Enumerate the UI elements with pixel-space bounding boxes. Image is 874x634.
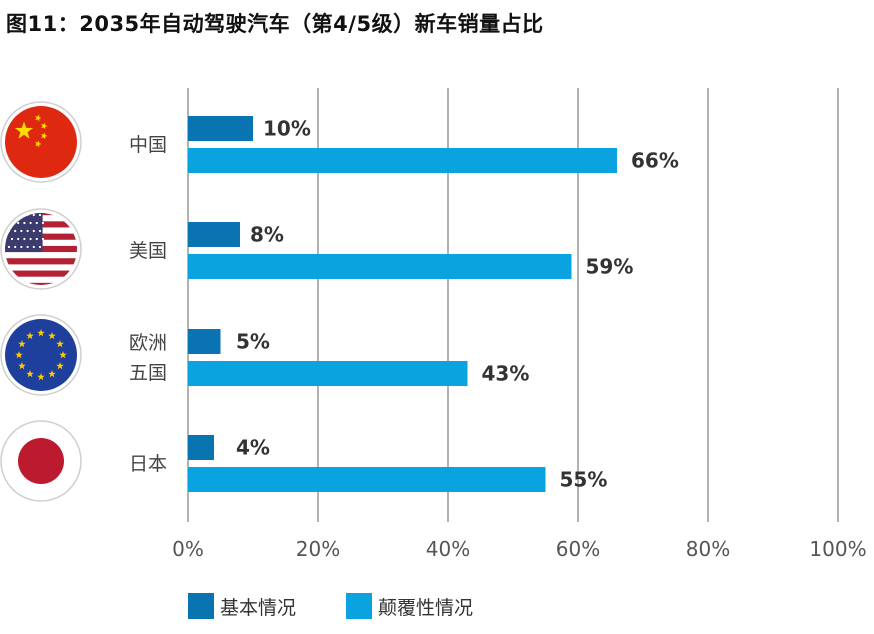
bar-base [188,116,253,141]
flag-star [18,340,26,348]
bar-disruptive [188,148,617,173]
flag-star [32,229,35,233]
x-tick-label: 80% [686,537,730,561]
flag-inner [5,319,77,391]
category-label: 美国 [129,240,167,262]
flag-star [26,245,29,249]
flag-star [38,213,42,217]
data-label: 66% [631,149,679,173]
flag-stripe [5,270,77,277]
flag-inner [5,213,77,285]
flag-star [38,229,42,233]
flag-inner [5,106,77,178]
bar-base [188,329,221,354]
data-label: 55% [560,468,608,492]
flag-star [26,331,34,340]
flag-star [37,373,45,381]
bar-disruptive [188,254,572,279]
data-label: 59% [586,255,634,279]
data-label: 43% [482,362,530,386]
country-flags [0,101,82,502]
flag-star [23,237,26,241]
bar-base [188,435,214,460]
flag-star [32,213,35,217]
data-label: 4% [236,436,270,460]
flag-star [35,237,38,241]
bar-disruptive [188,467,546,492]
bar-disruptive [188,361,468,386]
flag-inner [5,425,77,497]
x-tick-label: 40% [426,537,470,561]
flag-star [29,221,32,225]
legend-item-base: 基本情况 [188,593,296,620]
flag-star [59,351,67,359]
flag-star [32,245,35,249]
flag-star [41,237,45,241]
flag-star [17,237,20,241]
flag-star [41,221,45,225]
flag-star [14,229,17,233]
x-tick-label: 20% [296,537,340,561]
flag-star [17,221,20,225]
flag-stripe [5,276,77,284]
flag-star [41,132,48,140]
flag-star [14,245,17,249]
data-label: 8% [250,223,284,247]
category-label: 日本 [129,453,167,475]
data-labels: 10% 8% 5% 4% 66% 59% 43% 55% [236,117,679,492]
flag-star [35,114,42,122]
flag-stripe [5,282,77,285]
flag-star [15,351,23,359]
bars [188,116,617,492]
flag-star [20,245,23,249]
flag-stripe [5,258,77,265]
flag-star [29,237,32,241]
flag-star [56,362,64,370]
x-tick-labels: 0% 20% 40% 60% 80% 100% [172,537,866,561]
flag-star [23,221,26,225]
flag-star [7,245,11,249]
flag-star [41,122,48,130]
x-tick-label: 100% [809,537,866,561]
flag-star [38,245,42,249]
x-tick-label: 0% [172,537,204,561]
category-label: 欧洲 [129,332,167,354]
flag-star [14,213,17,217]
chart-title: 图11：2035年自动驾驶汽车（第4/5级）新车销量占比 [6,12,544,36]
flag-sun [18,438,64,484]
flag-star [26,370,34,378]
flag-star [18,362,26,370]
legend-item-disruptive: 颠覆性情况 [346,593,473,620]
legend: 基本情况 颠覆性情况 [188,592,523,620]
japan-flag-icon [0,420,82,502]
legend-label-base: 基本情况 [220,596,297,619]
usa-flag-icon [0,208,82,290]
flag-star [26,229,29,233]
flag-star [35,221,38,225]
data-label: 10% [263,117,311,141]
flag-star [48,370,56,378]
legend-label-disruptive: 颠覆性情况 [378,596,474,619]
flag-star [10,237,14,241]
china-flag-icon [0,101,82,183]
data-label: 5% [236,330,270,354]
category-label: 五国 [129,362,167,384]
bar-base [188,222,240,247]
flag-star [20,229,23,233]
flag-stripe [5,264,77,271]
flag-star [35,140,42,148]
legend-swatch-disruptive [346,593,373,619]
category-label: 中国 [129,134,167,156]
flag-star [14,121,34,139]
x-tick-label: 60% [556,537,600,561]
flag-star [37,329,45,337]
flag-stripe [5,252,77,259]
eu-flag-icon [0,314,82,396]
legend-swatch-base [188,593,214,619]
flag-star [56,340,64,348]
flag-star [48,331,56,340]
flag-star [7,213,11,217]
